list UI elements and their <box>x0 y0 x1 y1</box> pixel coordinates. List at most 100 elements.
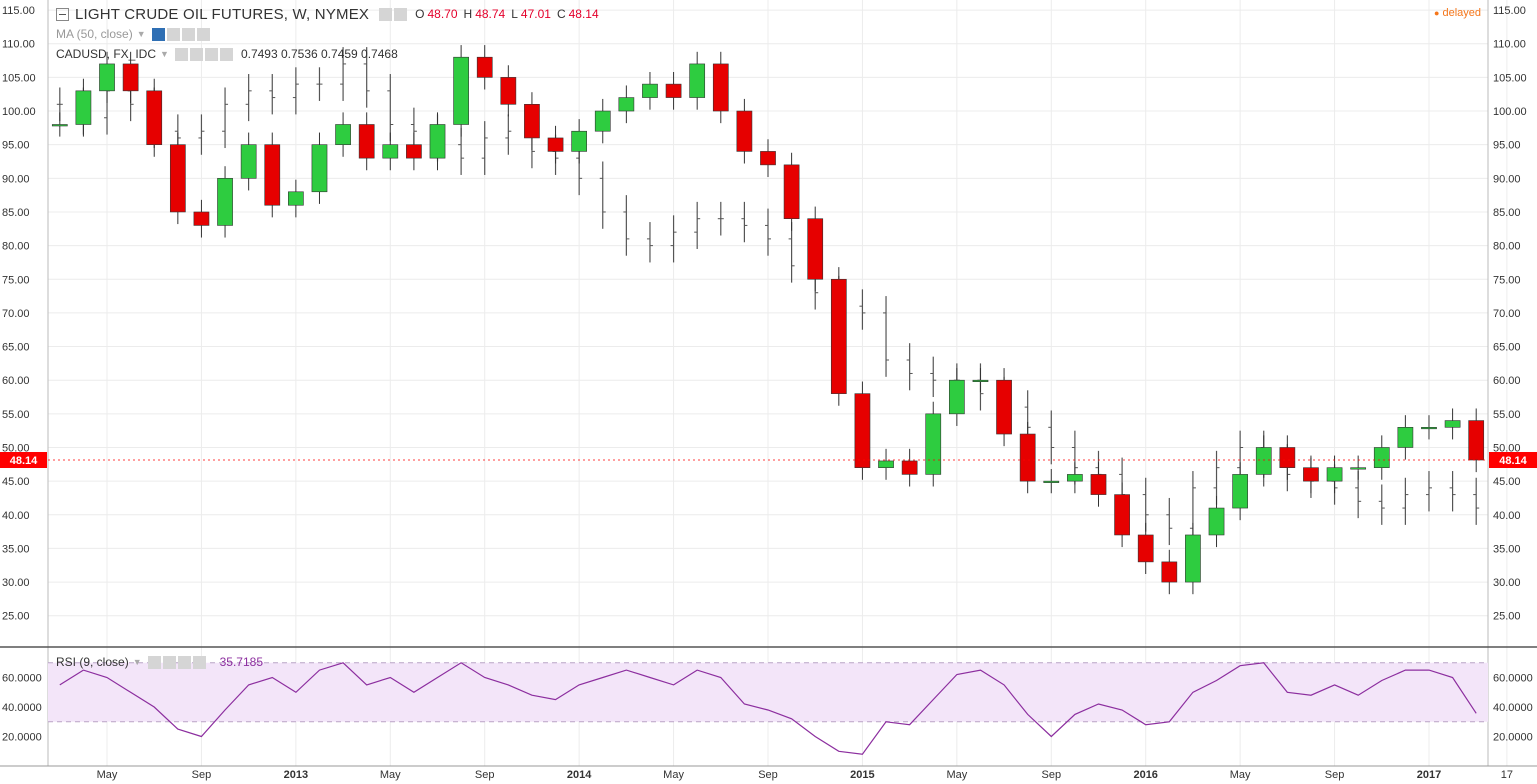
time-tick-label: Sep <box>758 769 778 781</box>
candle-body <box>1303 467 1319 482</box>
ma-legend: MA (50, close) ▼ <box>56 27 212 41</box>
price-tick-label: 65.00 <box>2 342 30 354</box>
plus-icon[interactable] <box>181 27 195 41</box>
plus-icon[interactable] <box>204 47 218 61</box>
settings-icon[interactable] <box>394 7 408 21</box>
price-axis-right[interactable]: 115.00 110.00 105.00 100.00 95.00 90.00 85.00 8… <box>1493 5 1527 623</box>
candle-body <box>217 178 233 226</box>
candle-body <box>358 124 375 159</box>
ma-label[interactable]: MA (50, close) <box>56 27 133 41</box>
price-tick-label: 105.00 <box>1493 72 1527 84</box>
time-tick-label: 2015 <box>850 769 874 781</box>
price-tick-label: 25.00 <box>1493 611 1521 623</box>
candle-body <box>830 278 847 394</box>
chevron-down-icon[interactable]: ▼ <box>160 49 169 59</box>
candle-body <box>1043 480 1060 483</box>
low-label: L <box>511 7 518 21</box>
time-tick-label: Sep <box>475 769 495 781</box>
price-tick-label: 40.00 <box>1493 510 1521 522</box>
time-tick-label: Sep <box>1041 769 1061 781</box>
eye-icon[interactable] <box>379 7 393 21</box>
time-tick-label: 2014 <box>567 769 592 781</box>
delayed-badge: delayed <box>1434 7 1481 19</box>
time-axis[interactable]: May Sep 2013 May Sep 2014 May Sep 2015 May Sep 2016… <box>97 769 1513 781</box>
candle-body <box>901 460 918 475</box>
candle-body <box>524 104 540 139</box>
price-tick-label: 115.00 <box>1493 5 1526 17</box>
candle-body <box>972 379 989 382</box>
collapse-icon[interactable] <box>56 7 69 21</box>
price-tick-label: 35.00 <box>2 543 30 555</box>
price-tick-label: 95.00 <box>2 140 30 152</box>
close-label: C <box>556 7 566 21</box>
price-tick-label: 110.00 <box>2 39 35 51</box>
candle-body <box>122 63 139 92</box>
price-tick-label: 110.00 <box>1493 39 1526 51</box>
candle-body <box>169 144 186 213</box>
candle-body <box>1114 494 1130 536</box>
rsi-band <box>48 662 1488 722</box>
time-tick-label: 2013 <box>284 769 308 781</box>
candle-body <box>1161 561 1178 583</box>
candle-body <box>146 90 163 145</box>
candle-body <box>193 211 210 226</box>
settings-icon[interactable] <box>189 47 203 61</box>
time-tick-label: 17 <box>1501 769 1513 781</box>
compare-label[interactable]: CADUSD, FX_IDC <box>56 47 157 61</box>
rsi-tick-label: 60.0000 <box>1493 673 1533 685</box>
settings-icon[interactable] <box>162 655 176 669</box>
last-price-tag-label: 48.14 <box>1499 455 1527 467</box>
close-icon[interactable] <box>192 655 206 669</box>
rsi-label[interactable]: RSI (9, close) <box>56 655 129 669</box>
candle-body <box>1350 467 1367 470</box>
last-price-tags: 48.14 48.14 <box>0 452 1537 469</box>
symbol-title[interactable]: LIGHT CRUDE OIL FUTURES, W, NYMEX <box>75 5 370 23</box>
candle-body <box>240 144 257 179</box>
candle-body <box>948 379 965 415</box>
candle-body <box>75 90 92 125</box>
price-tick-label: 55.00 <box>1493 409 1521 421</box>
time-tick-label: May <box>97 769 118 781</box>
price-tick-label: 80.00 <box>1493 241 1521 253</box>
candle-body <box>1137 534 1154 563</box>
candle-body <box>689 63 706 98</box>
last-price-tag <box>1489 452 1537 469</box>
candle-body <box>736 110 753 152</box>
candle-body <box>925 413 942 475</box>
candle-body <box>453 56 469 125</box>
eye-icon[interactable] <box>147 655 161 669</box>
eye-icon[interactable] <box>151 27 165 41</box>
candle-body <box>1373 447 1390 468</box>
candle-body <box>1255 447 1272 475</box>
price-tick-label: 80.00 <box>2 241 30 253</box>
candle-body <box>783 164 800 219</box>
price-axis-left[interactable]: 115.00 110.00 105.00 100.00 95.00 90.00 85.00 8… <box>2 5 36 623</box>
compare-values: 0.7493 0.7536 0.7459 0.7468 <box>240 47 398 61</box>
plus-icon[interactable] <box>177 655 191 669</box>
candle-body <box>712 63 729 112</box>
price-tick-label: 35.00 <box>1493 543 1521 555</box>
time-tick-label: May <box>663 769 684 781</box>
chevron-down-icon[interactable]: ▼ <box>136 29 146 39</box>
close-icon[interactable] <box>219 47 233 61</box>
chevron-down-icon[interactable]: ▼ <box>132 657 142 667</box>
candle-body <box>500 77 517 105</box>
settings-icon[interactable] <box>166 27 180 41</box>
candle-body <box>382 144 399 159</box>
candle-body <box>1421 427 1437 430</box>
rsi-axis-right: 60.0000 40.0000 20.0000 <box>1493 673 1533 744</box>
candle-body <box>571 130 588 152</box>
eye-icon[interactable] <box>174 47 188 61</box>
price-tick-label: 70.00 <box>1493 308 1521 320</box>
candle-body <box>1067 474 1083 482</box>
price-candles <box>51 45 1485 595</box>
close-icon[interactable] <box>196 27 210 41</box>
rsi-tick-label: 20.0000 <box>2 732 42 744</box>
price-tick-label: 45.00 <box>2 476 30 488</box>
price-tick-label: 50.00 <box>2 442 30 454</box>
candle-body <box>99 63 115 92</box>
candle-body <box>476 56 493 78</box>
price-tick-label: 85.00 <box>1493 207 1521 219</box>
price-tick-label: 40.00 <box>2 510 30 522</box>
